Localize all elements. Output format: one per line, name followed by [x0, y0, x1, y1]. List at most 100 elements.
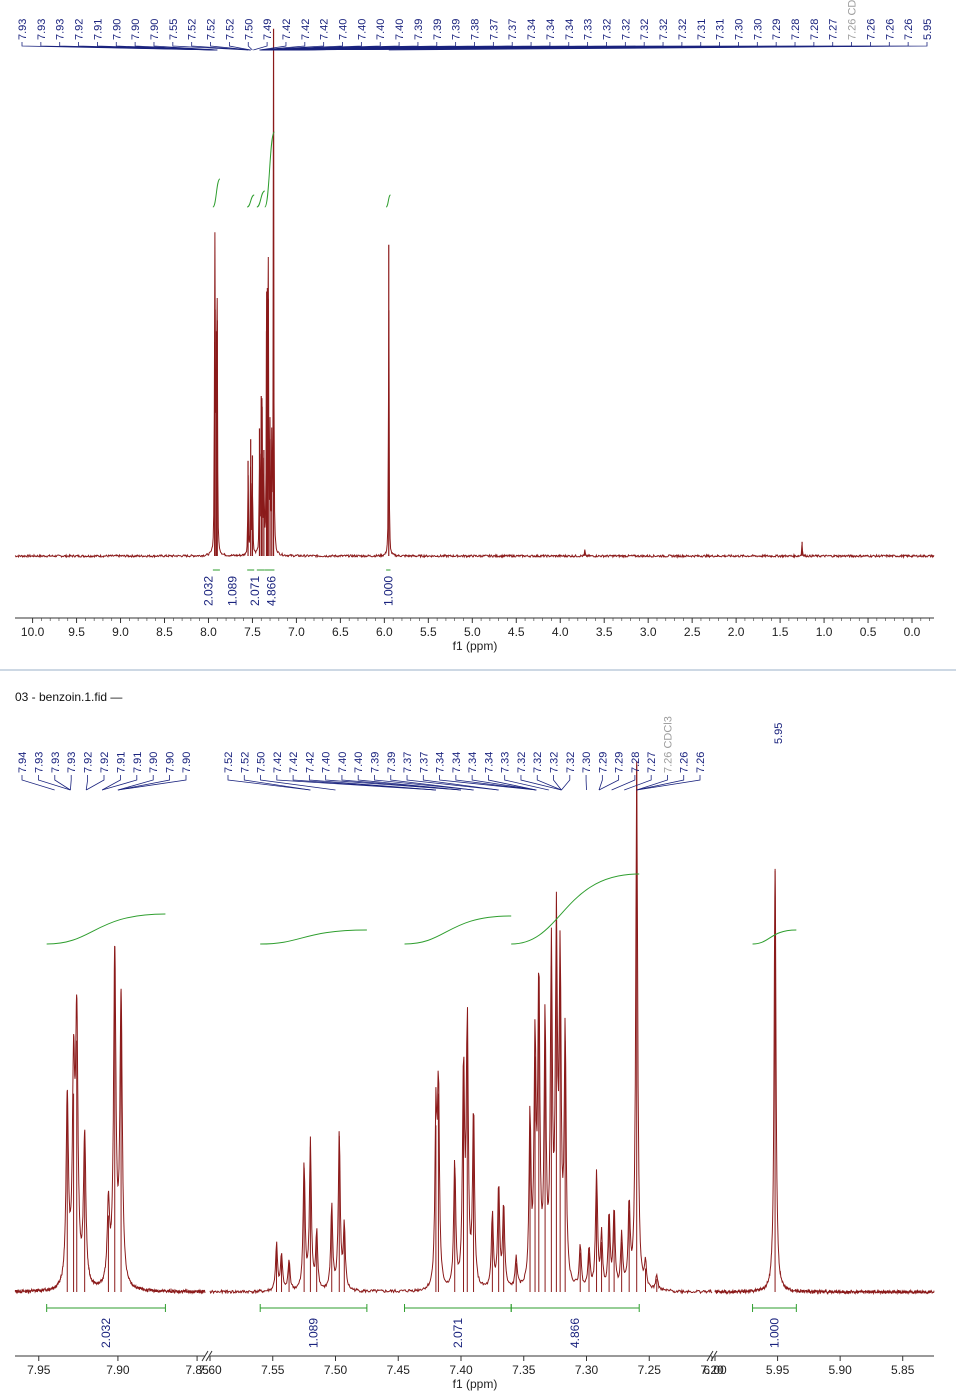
integral-curve: [212, 178, 221, 208]
peak-label: 7.27: [646, 752, 658, 773]
peak-label-leader: [390, 775, 474, 791]
peak-label: 7.52: [239, 752, 251, 773]
peak-label: 7.28: [630, 752, 642, 773]
peak-label-leader: [357, 775, 462, 791]
peak-label: 7.29: [614, 752, 626, 773]
peak-label-leader: [536, 775, 562, 791]
expanded-spectrum-panel: 7.94 7.93 7.93 7.93 7.92 7.92 7.91 7.91 7.90 7.90…: [14, 716, 935, 1391]
peak-label: 7.39: [413, 19, 425, 40]
peak-label-leader: [636, 775, 685, 791]
peak-label: 7.31: [696, 19, 708, 40]
x-tick-label: 8.0: [200, 625, 217, 639]
peak-label: 7.49: [262, 19, 274, 40]
peak-label: 7.55: [168, 19, 180, 40]
peak-label: 7.37: [507, 19, 519, 40]
peak-label-leader: [520, 775, 562, 791]
peak-label: 7.28: [790, 19, 802, 40]
peak-label-leader: [101, 775, 138, 791]
x-tick-label: 3.5: [596, 625, 613, 639]
peak-label: 7.33: [500, 752, 512, 773]
x-tick-label: 5.5: [420, 625, 437, 639]
integral-curve: [260, 929, 367, 945]
integral-curve: [511, 873, 640, 945]
peak-label-leader: [553, 775, 562, 791]
peak-label: 7.26: [679, 752, 691, 773]
integral-curve: [404, 915, 512, 945]
peak-label: 7.90: [148, 752, 160, 773]
peak-label: 7.32: [549, 752, 561, 773]
x-tick-label: 1.5: [772, 625, 789, 639]
integral-value: 2.071: [248, 576, 262, 606]
peak-label: 7.90: [130, 19, 142, 40]
peak-label: 7.39: [451, 19, 463, 40]
x-tick-label: 0.5: [860, 625, 877, 639]
peak-label: 7.90: [111, 19, 123, 40]
peak-label: 7.30: [733, 19, 745, 40]
peak-label: 7.33: [583, 19, 595, 40]
peak-label: 7.52: [187, 19, 199, 40]
peak-label: 7.26: [865, 19, 877, 40]
x-axis-title: f1 (ppm): [453, 639, 498, 653]
peak-label: 7.34: [526, 19, 538, 40]
peak-label: 7.93: [33, 752, 45, 773]
sample-title: 03 - benzoin.1.fid —: [15, 690, 122, 704]
peak-label-leader: [210, 42, 251, 51]
x-tick-label: 7.50: [324, 1363, 348, 1377]
peak-label: 7.42: [300, 19, 312, 40]
peak-label-leader: [455, 775, 537, 791]
peak-label: 7.93: [36, 19, 48, 40]
peak-label: 5.95: [773, 723, 785, 744]
peak-label: 7.92: [99, 752, 111, 773]
peak-label-leader: [243, 775, 311, 791]
peak-label-group: 5.95: [773, 723, 785, 744]
peak-label-leader: [85, 775, 88, 791]
integral-value: 1.089: [307, 1318, 321, 1348]
peak-label-leader: [101, 775, 121, 791]
integral-value: 4.866: [568, 1318, 582, 1348]
peak-label-leader: [172, 42, 249, 51]
x-tick-label: 0.0: [904, 625, 921, 639]
x-tick-label: 9.5: [68, 625, 85, 639]
x-tick-label: 2.5: [684, 625, 701, 639]
axis-break: [201, 1350, 213, 1362]
peak-label: 7.92: [74, 19, 86, 40]
peak-label-leader: [598, 775, 620, 791]
peak-label: 7.28: [809, 19, 821, 40]
integral-value: 2.032: [99, 1318, 113, 1348]
integral-curve: [46, 913, 166, 945]
peak-label-leader: [504, 775, 549, 791]
peak-label-leader: [374, 775, 474, 791]
peak-label: 7.40: [356, 19, 368, 40]
peak-label: 7.50: [243, 19, 255, 40]
peak-label: 7.91: [115, 752, 127, 773]
peak-label: 7.90: [181, 752, 193, 773]
peak-label-leader: [227, 775, 311, 791]
peak-label: 7.42: [272, 752, 284, 773]
peak-label: 7.40: [353, 752, 365, 773]
peak-label: 7.92: [83, 752, 95, 773]
peak-label: 7.42: [288, 752, 300, 773]
peak-label-leader: [259, 42, 287, 51]
peak-label: 7.34: [564, 19, 576, 40]
peak-label-leader: [86, 775, 105, 791]
peak-label: 7.32: [639, 19, 651, 40]
peak-label-leader: [488, 775, 537, 791]
integral-curve: [256, 190, 265, 208]
peak-label-leader: [636, 775, 701, 791]
peak-label-leader: [611, 775, 636, 791]
peak-label-leader: [471, 775, 537, 791]
peak-label-leader: [247, 42, 253, 51]
x-tick-label: 6.0: [376, 625, 393, 639]
integral-curve: [752, 929, 797, 945]
x-tick-label: 7.25: [638, 1363, 662, 1377]
integral-value: 4.866: [265, 576, 279, 606]
peak-label: 7.52: [206, 19, 218, 40]
peak-label: 7.26: [884, 19, 896, 40]
x-tick-label: 8.5: [156, 625, 173, 639]
peak-label: 7.93: [17, 19, 29, 40]
peak-label-leader: [292, 775, 436, 791]
x-tick-label: 4.5: [508, 625, 525, 639]
peak-label-leader: [624, 775, 652, 791]
peak-label-leader: [191, 42, 251, 51]
x-tick-label: 1.0: [816, 625, 833, 639]
